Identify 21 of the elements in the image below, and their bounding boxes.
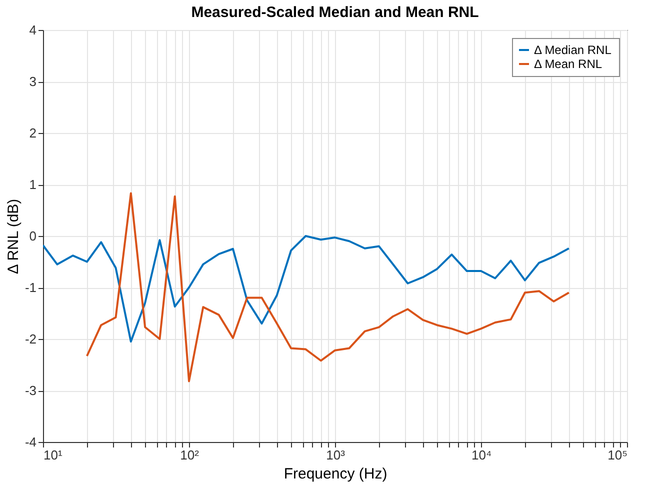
y-tick-label: 0 [29,228,36,244]
y-tick-label: 2 [29,126,36,140]
y-tick-label: -2 [24,332,36,346]
y-tick-label: -1 [24,280,36,295]
y-tick-label: -3 [24,383,36,398]
x-tick-label: 10¹ [44,448,63,462]
x-tick-label: 10⁴ [471,448,492,462]
legend-label: Δ Median RNL [534,43,612,57]
x-tick-label: 10⁵ [608,448,628,462]
y-tick-label: 4 [29,22,36,38]
y-tick-label: 3 [29,74,36,89]
line-series [43,235,570,343]
x-axis-title: Frequency (Hz) [284,466,388,482]
y-tick-label: 1 [29,177,36,192]
chart-title: Measured-Scaled Median and Mean RNL [191,4,479,21]
legend-label: Δ Mean RNL [534,57,602,71]
line-series [86,192,570,382]
y-tick-label: -4 [24,434,36,450]
x-tick-label: 10² [180,448,200,462]
x-tick-label: 10³ [326,448,346,462]
y-axis-title: Δ RNL (dB) [4,198,22,274]
